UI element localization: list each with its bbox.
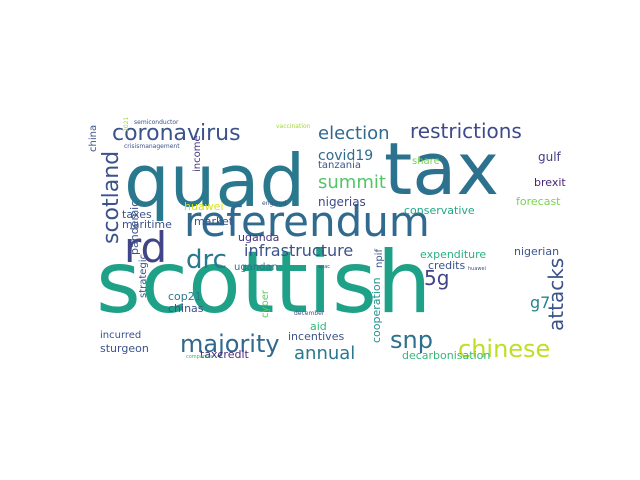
word-npif: npif — [374, 249, 385, 268]
word-decarbonisation: decarbonisation — [402, 349, 490, 362]
word-vaccination: vaccination — [276, 123, 311, 130]
word-cyber: cyber — [260, 289, 271, 318]
word-maritime: maritime — [122, 218, 172, 231]
word-conservative: conservative — [404, 204, 475, 217]
word-huawei: huawei — [468, 266, 486, 272]
word-incentives: incentives — [288, 330, 344, 343]
word-infrastructure: infrastructure — [244, 241, 353, 260]
word-england: england — [262, 200, 286, 207]
word-2021: 2021 — [123, 117, 130, 132]
word-uganda: uganda — [238, 231, 279, 244]
word-drc: drc — [186, 245, 227, 275]
word-snp: snp — [390, 326, 433, 354]
word-incurred: incurred — [100, 330, 141, 341]
word-election: election — [318, 123, 390, 144]
word-nigerian: nigerian — [514, 245, 559, 258]
word-scottish: scottish — [96, 233, 431, 333]
word-attacks: attacks — [544, 258, 568, 331]
word-credits: credits — [428, 259, 465, 272]
word-gulf: gulf — [538, 150, 562, 164]
word-restrictions: restrictions — [410, 119, 522, 143]
word-summit: summit — [318, 172, 386, 193]
word-ugandan: ugandan — [234, 262, 278, 273]
word-g7: g7 — [530, 293, 550, 312]
word-tax: tax — [384, 127, 499, 211]
word-chinese: chinese — [458, 335, 550, 363]
word-strategic: strategic — [138, 254, 149, 298]
word-china: china — [88, 125, 99, 152]
word-huawei: huawei — [184, 200, 224, 213]
word-forecast: forecast — [516, 195, 561, 208]
word-market: market — [194, 215, 234, 228]
word-brexit: brexit — [534, 176, 566, 189]
word-apac: apac — [318, 264, 330, 270]
word-majority: majority — [180, 330, 280, 358]
word-december: december — [294, 310, 325, 317]
word-pandemic: pandemic — [128, 201, 141, 255]
word-scotland: scotland — [99, 151, 124, 244]
word-rd: rd — [124, 223, 167, 272]
word-covid19: covid19 — [318, 148, 373, 164]
word-coronavirus: coronavirus — [112, 121, 241, 146]
word-taxcredit: taxcredit — [200, 348, 250, 361]
word-chinas: chinas — [168, 302, 204, 315]
word-expenditure: expenditure — [420, 248, 486, 261]
word-referendum: referendum — [184, 197, 430, 246]
word-crisismanagement: crisismanagement — [124, 143, 180, 150]
word-aid: aid — [310, 320, 327, 333]
word-tanzania: tanzania — [318, 160, 361, 171]
word-cop21: cop21 — [168, 290, 202, 303]
word-semiconductor: semiconductor — [134, 119, 179, 126]
word-income: income — [192, 135, 203, 172]
word-cooperation: cooperation — [370, 277, 383, 343]
word-cloud-background — [92, 112, 588, 372]
word-sturgeon: sturgeon — [100, 342, 149, 355]
word-share: share — [412, 156, 440, 167]
word-annual: annual — [294, 343, 355, 364]
word-companies: companies — [186, 354, 214, 360]
word-taxes: taxes — [122, 208, 152, 221]
word-5g: 5g — [424, 266, 449, 290]
word-quad: quad — [124, 139, 305, 223]
word-nigerias: nigerias — [318, 195, 366, 209]
